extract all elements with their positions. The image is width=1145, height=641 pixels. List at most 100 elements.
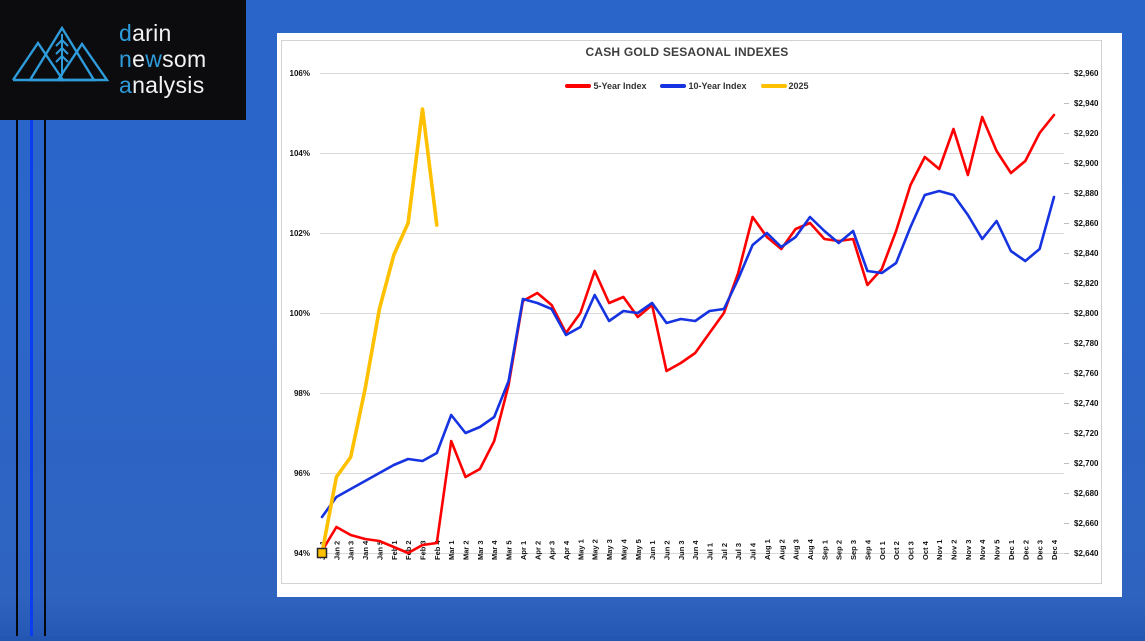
right-axis-tick: $2,780 <box>1074 339 1099 348</box>
x-axis-tick: Jul 3 <box>734 543 743 560</box>
legend-item-5-year-index: 5-Year Index <box>565 81 646 91</box>
logo-letter: d <box>119 20 133 46</box>
right-axis-tick: $2,800 <box>1074 309 1099 318</box>
mountains-wheat-icon <box>12 25 110 82</box>
right-axis-tick: $2,820 <box>1074 279 1099 288</box>
logo-letter: e <box>132 46 146 72</box>
x-axis-tick: Jul 4 <box>749 542 758 560</box>
legend-item-10-year-index: 10-Year Index <box>660 81 747 91</box>
gridlines <box>320 73 1064 554</box>
x-axis-tick: May 3 <box>605 539 614 560</box>
x-axis-tick: Mar 3 <box>476 540 485 560</box>
logo-text: darin newsom analysis <box>119 20 206 98</box>
x-axis-tick: Mar 5 <box>505 540 514 560</box>
x-axis-tick: Jun 2 <box>662 540 671 560</box>
right-axis-tick: $2,920 <box>1074 129 1099 138</box>
right-axis-tick: $2,680 <box>1074 489 1099 498</box>
chart-title: CASH GOLD SESAONAL INDEXES <box>585 45 789 59</box>
x-axis-tick: Jun 1 <box>648 540 657 560</box>
x-axis-tick: Dec 2 <box>1021 540 1030 560</box>
x-axis-tick: Sep 2 <box>835 540 844 560</box>
right-axis-tick: $2,960 <box>1074 69 1099 78</box>
x-axis-tick: Dec 1 <box>1007 540 1016 560</box>
x-axis-tick: Apr 1 <box>519 541 528 560</box>
legend-label: 2025 <box>788 81 809 91</box>
left-axis-tick: 106% <box>290 69 310 78</box>
x-axis-tick: Sep 3 <box>849 540 858 560</box>
x-axis-tick: Nov 1 <box>935 540 944 560</box>
x-axis-tick: May 1 <box>576 539 585 560</box>
logo-letter: a <box>119 72 133 98</box>
series-5-year-index <box>320 113 1056 555</box>
x-axis-tick: Feb 3 <box>418 540 427 560</box>
x-axis-tick: Nov 2 <box>950 540 959 560</box>
chart-panel: 106% 104% 102% 100% 98% 96% 94% $2,960 $2,940 $2,… <box>277 33 1122 597</box>
x-axis-tick: Mar 1 <box>447 540 456 560</box>
x-axis-tick: Dec 3 <box>1036 540 1045 560</box>
left-axis-tick: 98% <box>294 389 310 398</box>
series-start-marker <box>316 547 328 559</box>
legend-swatch <box>565 84 592 88</box>
legend-label: 5-Year Index <box>593 81 647 91</box>
right-axis-tick: $2,640 <box>1074 549 1099 558</box>
series-line <box>320 189 1056 519</box>
x-axis-tick: Aug 3 <box>792 539 801 560</box>
x-axis-tick: Apr 4 <box>562 540 571 560</box>
x-axis-tick: Dec 4 <box>1050 539 1059 560</box>
x-axis-tick: Jan 2 <box>332 541 341 560</box>
logo-letter: w <box>145 46 163 72</box>
x-axis-tick: Jan 5 <box>375 541 384 560</box>
series-line <box>320 113 1056 555</box>
right-axis-tick: $2,720 <box>1074 429 1099 438</box>
x-axis-tick: Jan 3 <box>347 541 356 560</box>
x-axis-tick: Oct 4 <box>921 540 930 560</box>
right-axis-tick: $2,660 <box>1074 519 1099 528</box>
logo-line-2: newsom <box>119 46 206 72</box>
x-axis-tick: Nov 3 <box>964 540 973 560</box>
left-axis-tick: 102% <box>290 229 310 238</box>
x-axis-tick: Jul 2 <box>720 543 729 560</box>
x-axis-tick: Apr 3 <box>548 541 557 560</box>
left-axis-tick: 96% <box>294 469 310 478</box>
right-axis-tick: $2,900 <box>1074 159 1099 168</box>
vertical-stripe-blue <box>30 120 33 641</box>
right-axis-tick: $2,860 <box>1074 219 1099 228</box>
x-axis-tick: Jan 4 <box>361 540 370 560</box>
x-axis-tick: Jun 3 <box>677 540 686 560</box>
vertical-stripe-black-left <box>16 120 18 641</box>
x-axis-tick: Mar 2 <box>462 540 471 560</box>
x-axis-tick: Mar 4 <box>490 540 499 560</box>
x-axis-tick: Aug 2 <box>777 539 786 560</box>
logo-letter: som <box>162 46 207 72</box>
x-axis-tick: Aug 1 <box>763 539 772 560</box>
right-axis-labels: $2,960 $2,940 $2,920 $2,900 $2,880 $2,860 $2,8… <box>1064 69 1099 558</box>
series-2025 <box>316 107 439 559</box>
chart-svg: 106%104%102%100%98%96%94%$2,960$2,940$2,… <box>281 40 1102 584</box>
x-axis-tick: Oct 2 <box>892 541 901 560</box>
chart-legend: 5-Year Index 10-Year Index 2025 <box>377 81 997 91</box>
x-axis-tick: Feb 4 <box>433 540 442 560</box>
legend-swatch <box>760 84 787 88</box>
right-axis-tick: $2,760 <box>1074 369 1099 378</box>
vertical-stripe-black-right <box>44 120 46 641</box>
bottom-band <box>0 636 1145 641</box>
legend-item-2025: 2025 <box>760 81 809 91</box>
legend-label: 10-Year Index <box>688 81 747 91</box>
right-axis-tick: $2,740 <box>1074 399 1099 408</box>
logo: darin newsom analysis <box>0 0 246 120</box>
legend-swatch <box>660 84 687 88</box>
left-axis-tick: 104% <box>290 149 310 158</box>
x-axis-tick: Apr 2 <box>533 541 542 560</box>
x-axis-tick: May 2 <box>591 539 600 560</box>
left-axis-labels: 106% 104% 102% 100% 98% 96% 94% <box>290 69 310 558</box>
x-axis-tick: Jul 1 <box>706 543 715 560</box>
right-axis-tick: $2,840 <box>1074 249 1099 258</box>
x-axis-tick: Oct 1 <box>878 541 887 560</box>
logo-letter: n <box>119 46 133 72</box>
x-axis-tick: Nov 4 <box>978 539 987 560</box>
x-axis-tick: Sep 4 <box>863 539 872 560</box>
chart-frame <box>281 40 1102 584</box>
x-axis-tick: Jun 4 <box>691 540 700 560</box>
